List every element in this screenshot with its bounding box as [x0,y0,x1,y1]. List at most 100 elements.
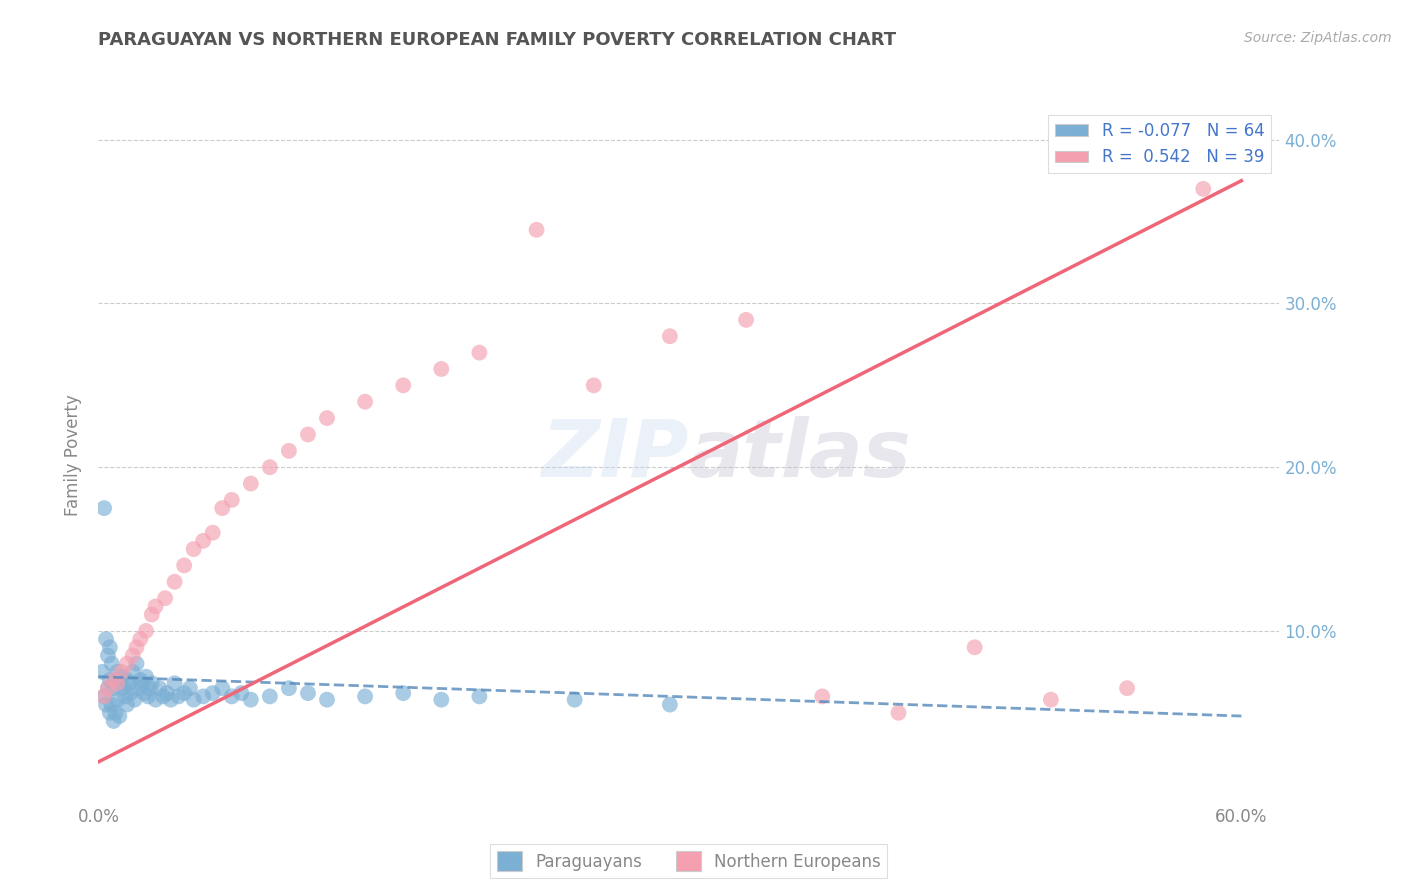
Point [118,676,141,690]
Point [316,692,339,706]
Point [91,665,114,679]
Point [1116,681,1139,696]
Point [658,698,681,712]
Point [145,692,167,706]
Point [259,460,281,475]
Y-axis label: Family Poverty: Family Poverty [65,394,83,516]
Point [392,378,415,392]
Point [135,624,157,638]
Text: Source: ZipAtlas.com: Source: ZipAtlas.com [1244,31,1392,45]
Point [97,681,120,696]
Point [277,443,299,458]
Point [564,692,586,706]
Point [239,476,262,491]
Point [354,394,377,409]
Point [97,681,120,696]
Point [94,632,117,646]
Point [239,692,262,706]
Point [134,686,156,700]
Point [153,591,176,606]
Point [163,676,186,690]
Point [811,690,834,704]
Point [145,599,167,614]
Point [887,706,910,720]
Point [131,676,153,690]
Point [104,673,127,687]
Point [125,640,148,655]
Point [100,698,122,712]
Point [526,223,548,237]
Point [139,681,162,696]
Point [121,665,143,679]
Point [115,698,138,712]
Point [129,632,152,646]
Point [107,665,129,679]
Point [93,690,115,704]
Point [297,686,319,700]
Point [354,690,377,704]
Point [159,692,181,706]
Point [136,690,159,704]
Point [125,657,148,671]
Point [152,690,174,704]
Point [104,706,127,720]
Point [183,692,205,706]
Point [163,574,186,589]
Point [201,686,224,700]
Point [141,607,163,622]
Point [114,690,136,704]
Point [135,670,157,684]
Point [103,681,125,696]
Point [1192,182,1215,196]
Point [221,492,243,507]
Point [121,648,143,663]
Point [173,558,195,573]
Text: ZIP: ZIP [541,416,689,494]
Point [103,673,125,687]
Point [98,673,121,687]
Point [124,692,146,706]
Point [107,676,129,690]
Point [658,329,681,343]
Point [1039,692,1062,706]
Point [173,686,195,700]
Point [148,681,170,696]
Point [100,657,122,671]
Point [103,714,125,728]
Point [115,657,138,671]
Point [98,640,121,655]
Point [115,673,138,687]
Point [221,690,243,704]
Point [120,686,142,700]
Text: atlas: atlas [689,416,911,494]
Point [297,427,319,442]
Point [468,345,491,359]
Text: PARAGUAYAN VS NORTHERN EUROPEAN FAMILY POVERTY CORRELATION CHART: PARAGUAYAN VS NORTHERN EUROPEAN FAMILY P… [98,31,897,49]
Point [93,501,115,516]
Point [156,686,179,700]
Point [231,686,253,700]
Point [97,648,120,663]
Point [108,709,131,723]
Point [183,542,205,557]
Point [193,690,215,704]
Point [201,525,224,540]
Point [963,640,986,655]
Point [211,681,233,696]
Point [129,673,152,687]
Point [141,676,163,690]
Point [193,533,215,548]
Point [392,686,415,700]
Point [211,501,233,516]
Point [112,681,135,696]
Point [735,313,758,327]
Point [94,698,117,712]
Point [127,681,149,696]
Point [98,706,121,720]
Point [110,670,132,684]
Point [167,690,190,704]
Point [93,690,115,704]
Point [179,681,201,696]
Point [277,681,299,696]
Point [107,692,129,706]
